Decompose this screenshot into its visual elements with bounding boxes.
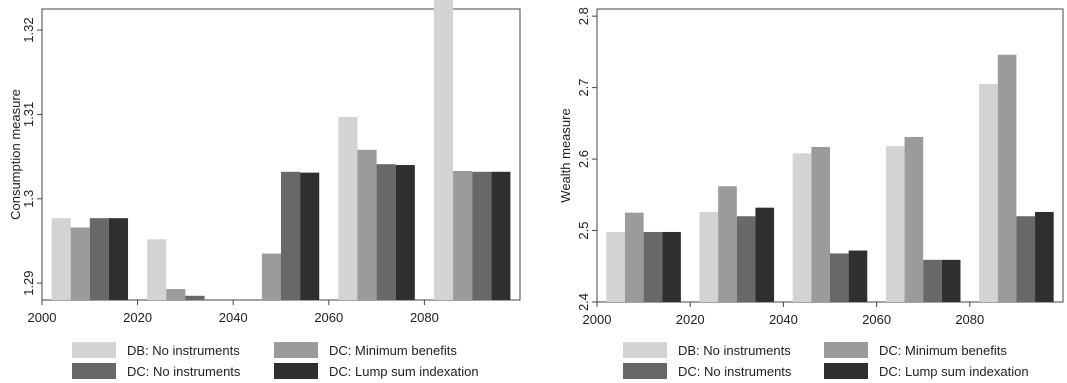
y-tick-label: 2.6 [576,150,591,168]
legend-label: DC: Minimum benefits [879,343,1007,358]
bar-dc-no-instruments-2040 [830,253,849,302]
y-tick-label: 1.31 [21,102,36,127]
bar-dc-minimum-benefits-2000 [70,227,90,300]
legend-swatch [274,342,318,358]
chart-panel-2: 2.4 2.5 2.6 2.7 2.8 2000 2020 2040 2060 2080 Wealt… [558,7,1064,379]
y-tick-label: 2.8 [576,7,591,25]
legend-swatch [824,342,868,358]
bar-dc-lump-sum-indexation-2040 [848,250,868,302]
legend-swatch [72,363,116,379]
bar-dc-minimum-benefits-2060 [904,136,924,302]
bar-dc-minimum-benefits-2020 [718,186,737,302]
legend: DB: No instruments DC: Minimum benefits DC… [72,342,479,379]
legend-swatch [623,342,667,358]
bar-dc-minimum-benefits-2040 [811,146,830,302]
x-tick-label: 2040 [219,310,248,325]
bar-dc-minimum-benefits-2080 [453,170,473,300]
legend-item: DB: No instruments [72,342,240,358]
chart-panel-1: 1.29 1.3 1.31 1.32 2000 2020 2040 2060 2080 Consu… [8,0,521,379]
bar-dc-no-instruments-2020 [185,295,205,300]
bar-dc-minimum-benefits-2080 [997,54,1017,302]
legend-swatch [72,342,116,358]
legend-label: DC: Lump sum indexation [329,364,479,379]
bar-dc-lump-sum-indexation-2060 [395,165,415,300]
bar-db-no-instruments-2000 [606,231,625,302]
y-tick-label: 1.32 [21,17,36,42]
x-tick-label: 2020 [676,312,705,327]
legend-swatch [274,363,318,379]
y-tick-label: 2.5 [576,221,591,239]
bar-db-no-instruments-2020 [147,239,167,300]
bar-dc-lump-sum-indexation-2080 [491,171,511,300]
bar-dc-no-instruments-2000 [643,231,663,302]
bar-dc-no-instruments-2040 [281,171,301,300]
x-tick-label: 2000 [28,310,57,325]
bar-dc-no-instruments-2060 [376,164,396,300]
legend-item: DC: No instruments [72,363,241,379]
bar-dc-lump-sum-indexation-2040 [300,172,320,300]
legend-item: DC: Minimum benefits [274,342,457,358]
legend-item: DB: No instruments [623,342,791,358]
x-tick-label: 2020 [123,310,152,325]
legend-label: DB: No instruments [127,343,240,358]
legend-label: DC: No instruments [127,364,241,379]
bar-dc-lump-sum-indexation-2080 [1035,211,1054,302]
bar-dc-no-instruments-2060 [923,259,942,302]
legend-swatch [824,363,868,379]
y-tick-label: 2.7 [576,79,591,97]
bar-dc-minimum-benefits-2060 [357,149,377,300]
y-tick-label: 1.29 [21,270,36,295]
bar-db-no-instruments-2080 [979,84,998,302]
bar-dc-minimum-benefits-2040 [261,253,281,300]
bar-dc-minimum-benefits-2000 [624,212,644,302]
legend-label: DB: No instruments [678,343,791,358]
bar-dc-no-instruments-2020 [736,216,756,302]
x-tick-label: 2000 [583,312,612,327]
bar-db-no-instruments-2020 [699,211,719,302]
bar-dc-lump-sum-indexation-2000 [108,218,129,300]
legend-item: DC: Lump sum indexation [274,363,479,379]
legend: DB: No instruments DC: Minimum benefits DC… [623,342,1029,379]
y-axis-label: Wealth measure [558,108,573,202]
bar-dc-no-instruments-2000 [89,218,109,300]
bar-dc-minimum-benefits-2020 [166,289,186,300]
legend-item: DC: Minimum benefits [824,342,1007,358]
legend-swatch [623,363,667,379]
bar-db-no-instruments-2080 [433,0,454,301]
legend-label: DC: No instruments [678,364,792,379]
bar-db-no-instruments-2060 [338,116,358,301]
x-tick-label: 2060 [862,312,891,327]
y-tick-label: 2.4 [576,293,591,311]
x-tick-label: 2040 [769,312,798,327]
bar-db-no-instruments-2000 [51,218,71,300]
x-tick-label: 2060 [314,310,343,325]
bar-dc-lump-sum-indexation-2000 [662,231,681,302]
x-tick-label: 2080 [955,312,984,327]
y-tick-label: 1.3 [21,190,36,208]
legend-item: DC: No instruments [623,363,792,379]
bar-dc-no-instruments-2080 [472,171,492,300]
bar-dc-lump-sum-indexation-2060 [941,259,961,302]
x-tick-label: 2080 [410,310,439,325]
y-axis-label: Consumption measure [8,89,23,220]
legend-item: DC: Lump sum indexation [824,363,1029,379]
legend-label: DC: Lump sum indexation [879,364,1029,379]
bar-dc-lump-sum-indexation-2020 [755,207,775,302]
bar-db-no-instruments-2040 [792,153,812,302]
legend-label: DC: Minimum benefits [329,343,457,358]
bar-dc-no-instruments-2080 [1016,216,1036,302]
bar-db-no-instruments-2060 [885,146,905,302]
